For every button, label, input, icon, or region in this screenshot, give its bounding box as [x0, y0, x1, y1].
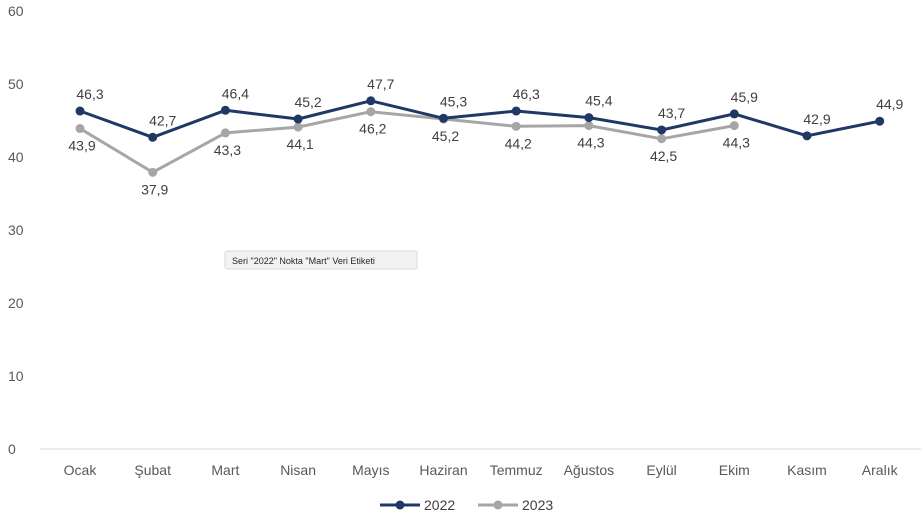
data-point-2022: [75, 106, 85, 116]
data-point-2022: [511, 106, 521, 116]
tooltip-text: Seri "2022" Nokta "Mart" Veri Etiketi: [232, 256, 375, 266]
data-label-2022: 45,2: [294, 94, 321, 110]
data-point-2023: [293, 122, 303, 132]
series-line-2023: [79, 110, 735, 174]
y-tick-label: 60: [8, 3, 24, 19]
series-layer: [75, 96, 885, 177]
x-tick-label: Nisan: [280, 462, 316, 478]
x-tick-label: Kasım: [787, 462, 827, 478]
data-label-2022: 45,9: [731, 89, 758, 105]
x-tick-label: Haziran: [419, 462, 467, 478]
x-tick-label: Ekim: [719, 462, 750, 478]
y-tick-label: 40: [8, 149, 24, 165]
data-point-2023: [511, 121, 521, 131]
x-axis: Ocak Şubat Mart Nisan Mayıs Haziran Temmuz Ağus…: [40, 448, 921, 478]
data-point-2023: [75, 124, 85, 134]
data-point-2022: [802, 131, 812, 141]
data-point-2023: [148, 167, 158, 177]
x-tick-label: Ocak: [64, 462, 98, 478]
x-tick-label: Mart: [211, 462, 239, 478]
y-tick-label: 50: [8, 76, 24, 92]
data-point-2022: [220, 105, 230, 115]
data-point-2022: [293, 114, 303, 124]
legend-marker-2022: [395, 500, 405, 510]
data-label-tooltip: Seri "2022" Nokta "Mart" Veri Etiketi: [224, 250, 418, 270]
data-label-2022: 44,9: [876, 96, 903, 112]
x-tick-label: Temmuz: [490, 462, 543, 478]
legend: 2022 2023: [380, 497, 553, 513]
data-label-2022: 46,3: [76, 86, 103, 102]
x-tick-label: Mayıs: [352, 462, 389, 478]
data-label-2023: 45,2: [432, 128, 459, 144]
data-point-2023: [366, 107, 376, 117]
tooltip-box: [224, 250, 418, 270]
y-axis: 0 10 20 30 40 50 60: [8, 3, 24, 457]
data-label-2023: 42,5: [650, 148, 677, 164]
data-point-2023: [220, 128, 230, 138]
data-point-2022: [366, 96, 376, 106]
data-label-2023: 44,3: [577, 135, 604, 151]
data-label-2022: 46,4: [222, 85, 249, 101]
data-label-2023: 46,2: [359, 121, 386, 137]
data-label-2023: 37,9: [141, 181, 168, 197]
data-label-2023: 43,9: [68, 138, 95, 154]
y-tick-label: 10: [8, 368, 24, 384]
legend-label-2023: 2023: [522, 497, 553, 513]
data-label-2022: 42,7: [149, 112, 176, 128]
series-line-2022: [79, 99, 880, 139]
data-labels: 46,3 42,7 46,4 45,2 47,7 45,3 46,3 45,4 43,7 45,9…: [68, 76, 903, 198]
data-label-2022: 43,7: [658, 105, 685, 121]
x-tick-label: Eylül: [646, 462, 676, 478]
data-label-2023: 44,1: [286, 136, 313, 152]
x-tick-label: Aralık: [862, 462, 899, 478]
data-point-2022: [439, 113, 448, 123]
data-label-2023: 44,2: [505, 135, 532, 151]
data-label-2022: 46,3: [513, 86, 540, 102]
data-point-2023: [584, 121, 594, 131]
y-tick-label: 20: [8, 295, 24, 311]
data-label-2022: 45,4: [585, 93, 612, 109]
x-tick-label: Şubat: [134, 462, 171, 478]
data-point-2022: [657, 125, 667, 135]
data-label-2022: 45,3: [440, 93, 467, 109]
data-label-2023: 44,3: [723, 135, 750, 151]
data-point-2022: [148, 132, 158, 142]
y-tick-label: 0: [8, 441, 16, 457]
data-label-2022: 42,9: [803, 111, 830, 127]
data-point-2022: [729, 109, 739, 119]
data-point-2022: [875, 116, 885, 126]
data-label-2023: 43,3: [214, 142, 241, 158]
data-label-2022: 47,7: [367, 76, 394, 92]
data-point-2023: [729, 121, 739, 131]
x-tick-label: Ağustos: [564, 462, 615, 478]
data-point-2023: [657, 134, 667, 144]
legend-label-2022: 2022: [424, 497, 455, 513]
y-tick-label: 30: [8, 222, 24, 238]
data-point-2022: [584, 113, 594, 123]
legend-marker-2023: [493, 500, 503, 510]
